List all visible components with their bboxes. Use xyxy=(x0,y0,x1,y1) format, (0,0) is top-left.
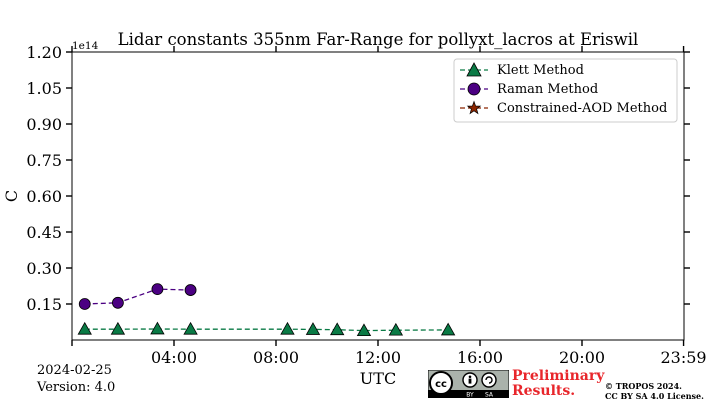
version-label: Version: 4.0 xyxy=(37,380,116,395)
x-tick-label: 16:00 xyxy=(457,348,503,367)
x-axis: 04:00 08:00 12:00 16:00 20:00 23:59 xyxy=(71,46,707,367)
legend-raman-marker xyxy=(467,82,481,96)
y-tick-label: 1.05 xyxy=(26,79,62,98)
svg-text:cc: cc xyxy=(435,379,447,390)
legend-box xyxy=(453,58,678,123)
y-tick-label: 1.20 xyxy=(26,43,62,62)
x-tick-label: 23:59 xyxy=(661,348,707,367)
chart-title: Lidar constants 355nm Far-Range for poll… xyxy=(118,30,639,49)
raman-point xyxy=(112,296,124,309)
x-tick-label: 04:00 xyxy=(151,348,197,367)
klett-point xyxy=(280,321,295,335)
data-series xyxy=(77,283,456,337)
legend: Klett Method Raman Method Constrained-AO… xyxy=(453,58,678,123)
klett-point xyxy=(330,322,345,336)
legend-klett-marker xyxy=(466,62,482,77)
y-axis-label: C xyxy=(2,190,21,202)
y-tick-label: 0.45 xyxy=(26,223,62,242)
klett-point xyxy=(440,322,456,336)
klett-point xyxy=(110,321,126,335)
y-tick-label: 0.30 xyxy=(26,259,62,278)
copyright-line-1: © TROPOS 2024. xyxy=(605,381,682,391)
cc-license-badge: cc BY SA xyxy=(428,370,509,398)
klett-point xyxy=(356,323,372,337)
badge-sa-label: SA xyxy=(485,392,494,399)
share-alike-icon xyxy=(481,372,497,388)
klett-point xyxy=(183,321,198,335)
legend-raman-label: Raman Method xyxy=(497,82,598,97)
date-label: 2024-02-25 xyxy=(37,363,112,378)
klett-point xyxy=(388,322,404,336)
x-tick-label: 12:00 xyxy=(355,348,401,367)
preliminary-line-2: Results. xyxy=(512,383,576,399)
copyright-note: © TROPOS 2024. CC BY SA 4.0 License. xyxy=(605,381,704,401)
y-tick-label: 0.60 xyxy=(26,187,62,206)
x-tick-label: 20:00 xyxy=(559,348,605,367)
legend-klett-label: Klett Method xyxy=(497,63,584,78)
klett-point xyxy=(305,322,321,335)
raman-point xyxy=(78,298,91,310)
series-line-0 xyxy=(84,328,449,332)
klett-point xyxy=(77,321,92,335)
copyright-line-2: CC BY SA 4.0 License. xyxy=(605,391,704,401)
preliminary-line-1: Preliminary xyxy=(512,368,605,384)
raman-point xyxy=(151,283,164,296)
raman-point xyxy=(184,284,197,296)
badge-by-label: BY xyxy=(466,392,474,399)
klett-point xyxy=(150,321,165,335)
y-tick-label: 0.75 xyxy=(26,151,62,170)
cc-icon xyxy=(429,371,453,395)
preliminary-results-note: Preliminary Results. xyxy=(512,369,604,399)
y-tick-label: 0.15 xyxy=(26,295,62,314)
y-tick-label: 0.90 xyxy=(26,115,62,134)
y-scale-label: 1e14 xyxy=(72,40,99,52)
x-axis-label: UTC xyxy=(360,369,396,388)
y-axis: 0.15 0.30 0.45 0.60 0.75 0.90 1.05 1.20 xyxy=(26,43,690,314)
legend-aod-label: Constrained-AOD Method xyxy=(497,101,667,116)
series-line-1 xyxy=(84,288,191,305)
x-tick-label: 08:00 xyxy=(253,348,299,367)
legend-aod-marker xyxy=(466,100,482,115)
